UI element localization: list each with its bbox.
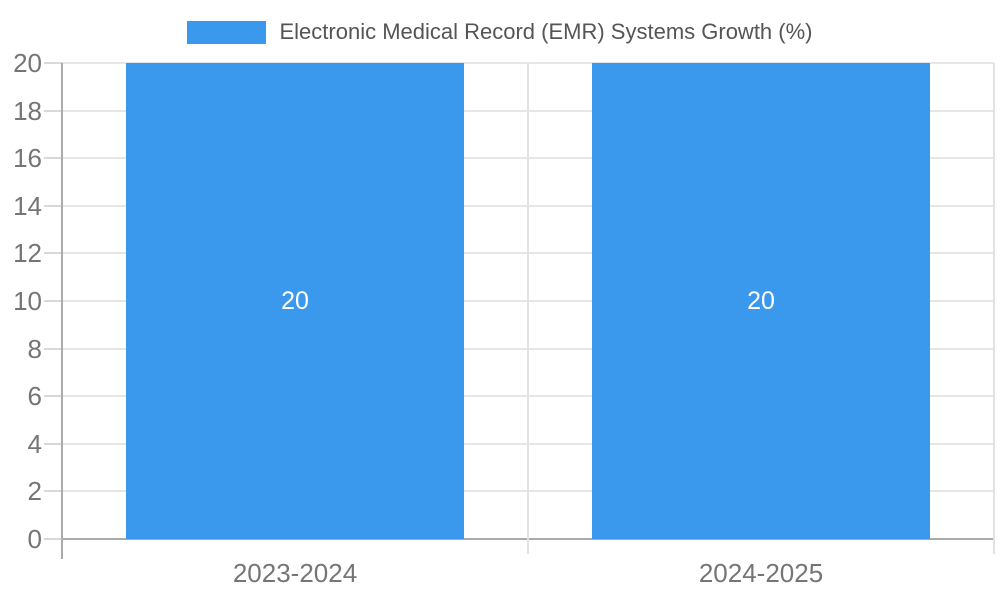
x-tick-label: 2024-2025 (698, 558, 824, 588)
y-tick-label: 14 (13, 191, 42, 221)
y-tick-label: 16 (13, 143, 42, 173)
y-tick-label: 2 (27, 476, 42, 506)
legend-swatch (187, 20, 267, 44)
y-tick-mark (44, 205, 62, 207)
y-tick-mark (44, 443, 62, 445)
y-tick-mark (44, 300, 62, 302)
y-tick-mark (44, 157, 62, 159)
y-tick-mark (44, 252, 62, 254)
y-axis-line (61, 63, 63, 559)
y-tick-label: 8 (27, 334, 42, 364)
y-tick-mark (44, 348, 62, 350)
y-tick-mark (44, 490, 62, 492)
bar (592, 63, 930, 539)
y-tick-mark (44, 395, 62, 397)
bar (126, 63, 464, 539)
plot-right-edge-line (993, 63, 995, 554)
bar-value-label: 20 (747, 287, 775, 315)
category-boundary-line (527, 63, 529, 554)
y-tick-mark (44, 62, 62, 64)
y-tick-mark (44, 538, 62, 540)
y-tick-label: 18 (13, 96, 42, 126)
y-tick-label: 6 (27, 381, 42, 411)
bar-value-label: 20 (281, 287, 309, 315)
y-tick-mark (44, 110, 62, 112)
y-tick-label: 20 (13, 48, 42, 78)
x-tick-label: 2023-2024 (232, 558, 358, 588)
y-tick-label: 10 (13, 286, 42, 316)
y-tick-label: 0 (27, 524, 42, 554)
legend-label: Electronic Medical Record (EMR) Systems … (279, 19, 813, 44)
chart-legend: Electronic Medical Record (EMR) Systems … (0, 19, 1000, 45)
y-tick-label: 4 (27, 429, 42, 459)
y-tick-label: 12 (13, 238, 42, 268)
